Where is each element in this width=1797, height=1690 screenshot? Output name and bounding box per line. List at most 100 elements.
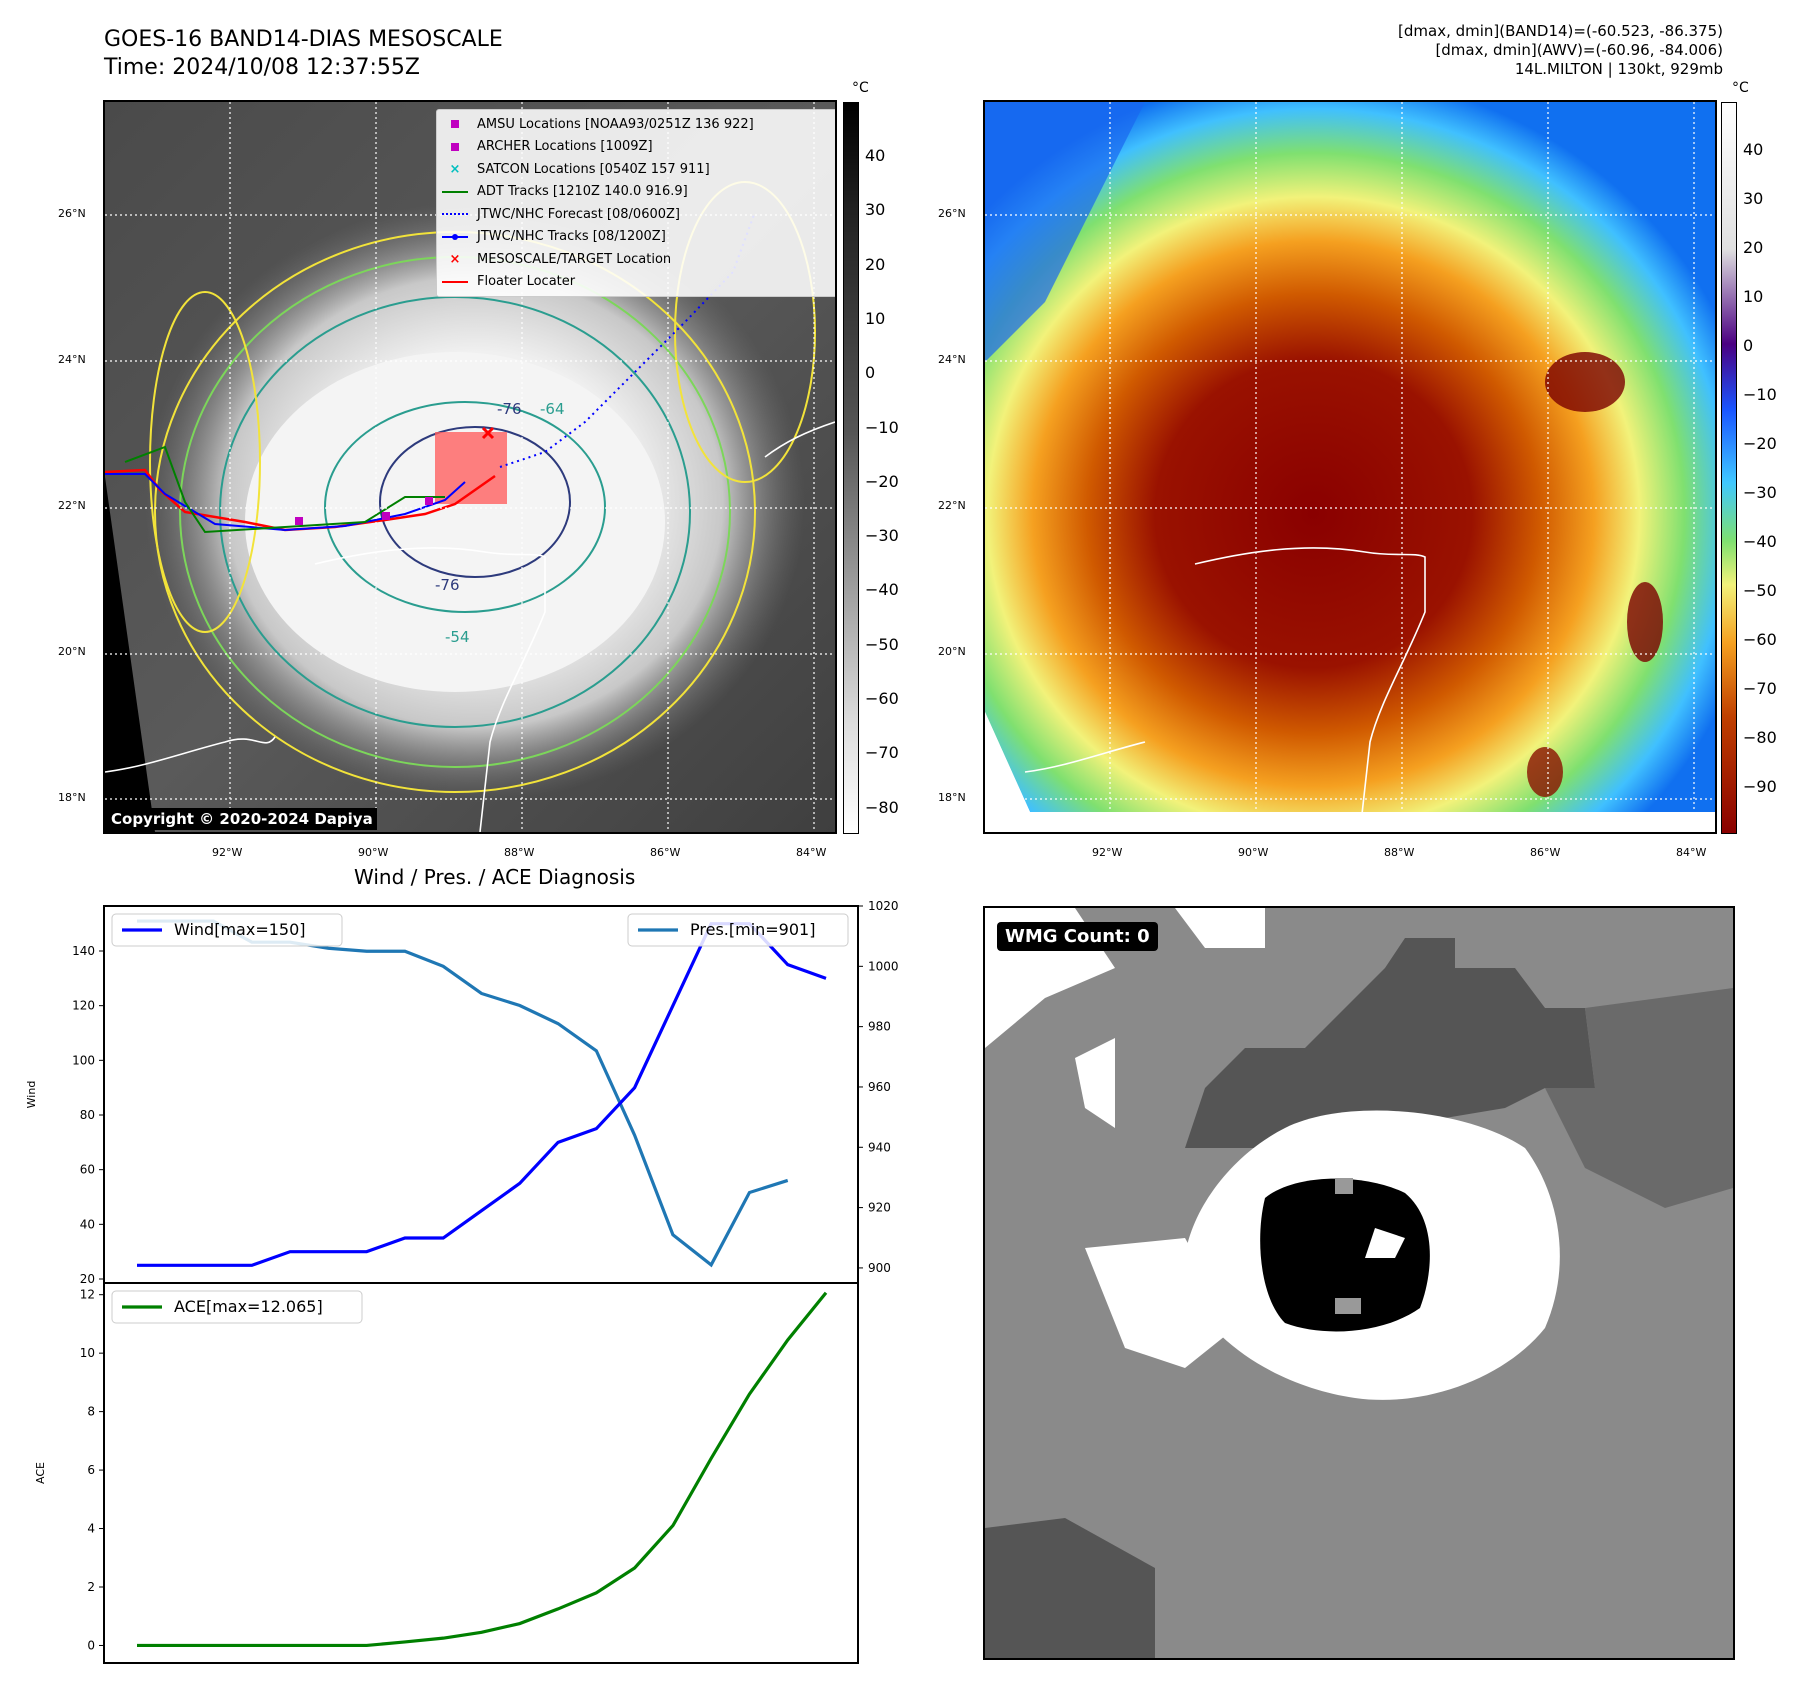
colorbar-tick: −10 — [1743, 385, 1777, 404]
lon-label: 92°W — [1092, 846, 1123, 859]
lon-label: 88°W — [1384, 846, 1415, 859]
contour-label: -54 — [445, 628, 470, 646]
lon-label: 92°W — [212, 846, 243, 859]
legend-adt: ADT Tracks [1210Z 140.0 916.9] — [441, 181, 833, 204]
contour-label: -76 — [435, 576, 460, 594]
info-line1: [dmax, dmin](BAND14)=(-60.523, -86.375) — [1398, 22, 1723, 40]
colorbar-tick: 0 — [1743, 336, 1754, 355]
colorbar-tick: −40 — [1743, 532, 1777, 551]
colorbar-unit: °C — [1732, 80, 1749, 96]
wmg-count-badge: WMG Count: 0 — [997, 922, 1158, 951]
wind-tick-label: 140 — [72, 944, 95, 958]
awv-map-image — [985, 102, 1715, 832]
lat-label: 24°N — [58, 353, 86, 366]
colorbar-tick: −70 — [1743, 679, 1777, 698]
lon-label: 90°W — [358, 846, 389, 859]
legend-amsu: AMSU Locations [NOAA93/0251Z 136 922] — [441, 113, 833, 136]
wind-tick-label: 120 — [72, 999, 95, 1013]
awv-colorbar — [1721, 102, 1737, 834]
wmg-image — [985, 908, 1733, 1658]
diagnosis-title: Wind / Pres. / ACE Diagnosis — [354, 865, 636, 889]
colorbar-tick: −50 — [865, 634, 899, 654]
colorbar-tick: −60 — [1743, 630, 1777, 649]
legend-pressure-label: Pres.[min=901] — [690, 920, 815, 939]
legend-satcon: × SATCON Locations [0540Z 157 911] — [449, 161, 710, 177]
lon-label: 90°W — [1238, 846, 1269, 859]
lon-label: 84°W — [1676, 846, 1707, 859]
legend-archer: ARCHER Locations [1009Z] — [441, 136, 833, 159]
pressure-tick-label: 980 — [868, 1020, 891, 1034]
colorbar-tick: 40 — [865, 146, 886, 165]
legend-forecast: JTWC/NHC Forecast [08/0600Z] — [441, 203, 833, 226]
colorbar-tick: 20 — [1743, 238, 1764, 257]
contour-label: -64 — [540, 400, 565, 418]
pressure-tick-label: 920 — [868, 1201, 891, 1215]
legend-pressure — [627, 913, 849, 947]
legend-wind — [111, 913, 343, 947]
wind-tick-label: 40 — [80, 1217, 95, 1231]
legend-ace-label: ACE[max=12.065] — [174, 1297, 323, 1316]
legend-wind-label: Wind[max=150] — [174, 920, 306, 939]
colorbar-tick: −50 — [1743, 581, 1777, 600]
lat-label: 26°N — [58, 207, 86, 220]
ace-tick-label: 8 — [87, 1405, 95, 1419]
wind-tick-label: 100 — [72, 1053, 95, 1067]
colorbar-tick: 10 — [1743, 287, 1764, 306]
legend-tracks: JTWC/NHC Tracks [08/1200Z] — [441, 226, 833, 249]
lat-label: 20°N — [938, 645, 966, 658]
ace-tick-label: 0 — [87, 1638, 95, 1652]
lon-label: 86°W — [650, 846, 681, 859]
copyright-notice: Copyright © 2020-2024 Dapiya — [107, 808, 377, 830]
wmg-panel: WMG Count: 0 — [983, 906, 1735, 1660]
colorbar-unit: °C — [852, 80, 869, 96]
colorbar-tick: −40 — [865, 580, 899, 600]
ace-series-line — [137, 1291, 828, 1648]
ace-axis-label: ACE — [34, 1462, 47, 1484]
lat-label: 26°N — [938, 207, 966, 220]
lat-label: 18°N — [58, 791, 86, 804]
lat-label: 22°N — [938, 499, 966, 512]
ir-colorbar — [843, 102, 859, 834]
awv-map-panel — [983, 100, 1717, 834]
colorbar-tick: −30 — [1743, 483, 1777, 502]
lat-label: 24°N — [938, 353, 966, 366]
pressure-tick-label: 1000 — [868, 959, 899, 973]
lon-label: 84°W — [796, 846, 827, 859]
ace-axes — [103, 1282, 859, 1664]
colorbar-tick: 0 — [865, 363, 876, 383]
legend-target: × MESOSCALE/TARGET Location — [449, 251, 672, 267]
legend-ace — [111, 1290, 363, 1324]
colorbar-tick: −70 — [865, 743, 899, 763]
chart-title-line1: GOES-16 BAND14-DIAS MESOSCALE — [104, 27, 503, 52]
ace-tick-label: 2 — [87, 1580, 95, 1594]
colorbar-tick: 30 — [1743, 189, 1764, 208]
map-legend: AMSU Locations [NOAA93/0251Z 136 922] AR… — [436, 109, 835, 297]
wind-pressure-axes — [103, 905, 859, 1284]
colorbar-tick: −10 — [865, 417, 899, 437]
colorbar-tick: −90 — [1743, 777, 1777, 796]
pressure-tick-label: 1020 — [868, 899, 899, 913]
colorbar-tick: 20 — [865, 254, 886, 274]
diagnosis-chart: 2040608010012014090092094096098010001020… — [25, 899, 899, 1664]
pressure-tick-label: 960 — [868, 1080, 891, 1094]
lat-label: 20°N — [58, 645, 86, 658]
legend-floater: Floater Locater — [441, 271, 833, 294]
pressure-tick-label: 900 — [868, 1261, 891, 1275]
colorbar-tick: 10 — [865, 308, 886, 328]
colorbar-tick: 40 — [1743, 140, 1764, 159]
wind-tick-label: 20 — [80, 1272, 95, 1286]
contour-label: -76 — [497, 400, 522, 418]
lat-label: 18°N — [938, 791, 966, 804]
colorbar-tick: −20 — [865, 471, 899, 491]
pressure-tick-label: 940 — [868, 1140, 891, 1154]
wind-tick-label: 80 — [80, 1108, 95, 1122]
ace-tick-label: 4 — [87, 1522, 95, 1536]
chart-title-line2: Time: 2024/10/08 12:37:55Z — [104, 55, 420, 80]
colorbar-tick: −80 — [1743, 728, 1777, 747]
colorbar-tick: −80 — [865, 797, 899, 817]
wind-series-line — [137, 922, 827, 1267]
ace-tick-label: 6 — [87, 1463, 95, 1477]
colorbar-tick: −60 — [865, 689, 899, 708]
info-block: [dmax, dmin](BAND14)=(-60.523, -86.375) … — [1398, 22, 1723, 79]
colorbar-tick: −30 — [865, 526, 899, 546]
